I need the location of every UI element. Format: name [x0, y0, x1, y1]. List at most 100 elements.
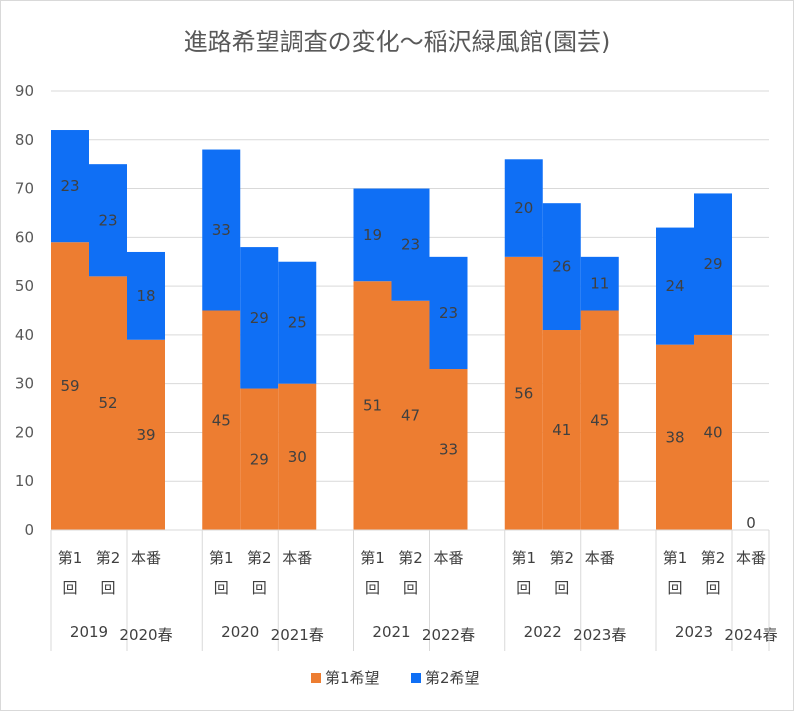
bar-second-choice	[656, 227, 694, 345]
bar-first-choice	[429, 369, 468, 530]
x-year-label: 2019	[70, 623, 108, 641]
data-labels: 59 23 52 23 39 18 45 33 29 29 30 25 51 19 47 23 33 23 56 20…	[60, 177, 755, 532]
y-axis: 0 10 20 30 40 50 60 70 80 90	[15, 82, 34, 539]
legend-label: 第2希望	[425, 669, 480, 687]
x-year-label: 2022	[524, 623, 562, 641]
bar-first-choice	[51, 242, 89, 530]
y-tick-label: 40	[15, 326, 34, 344]
bar-second-choice	[51, 130, 89, 243]
legend-swatch	[311, 673, 321, 683]
data-label-first: 59	[60, 377, 79, 395]
bar-second-choice	[580, 256, 619, 311]
x-category-label: 本番	[131, 549, 161, 567]
bar-second-choice	[278, 261, 317, 384]
bar-second-choice	[202, 149, 241, 311]
x-category-label: 回	[252, 579, 267, 597]
bar-first-choice	[656, 344, 694, 530]
x-year-label: 2020	[221, 623, 259, 641]
x-category-label: 第1	[663, 549, 688, 567]
bar-first-choice	[278, 383, 317, 530]
x-category-label: 第2	[96, 549, 121, 567]
data-label-second: 18	[136, 287, 155, 305]
data-label-second: 23	[439, 304, 458, 322]
data-label-first: 45	[590, 411, 609, 429]
x-category-label: 回	[554, 579, 569, 597]
bar-second-choice	[429, 256, 468, 370]
x-category-label: 第1	[360, 549, 385, 567]
y-tick-label: 30	[15, 375, 34, 393]
data-label-second: 29	[703, 255, 722, 273]
x-year-label: 2023	[675, 623, 713, 641]
data-label-second: 23	[98, 211, 117, 229]
bar-second-choice	[353, 188, 392, 282]
x-spring-label: 2021春	[271, 626, 324, 644]
x-category-label: 本番	[736, 549, 766, 567]
bar-second-choice	[694, 193, 732, 335]
bar-first-choice	[240, 388, 279, 530]
y-tick-label: 70	[15, 180, 34, 198]
x-category-label: 本番	[585, 549, 615, 567]
x-category-label: 第1	[58, 549, 83, 567]
bar-first-choice	[353, 281, 392, 530]
legend-label: 第1希望	[325, 669, 380, 687]
bar-second-choice	[391, 188, 430, 301]
legend-swatch	[411, 673, 421, 683]
bar-first-choice	[89, 276, 127, 530]
data-label-first: 0	[746, 514, 756, 532]
x-category-label: 第2	[701, 549, 726, 567]
legend: 第1希望 第2希望	[311, 669, 480, 687]
y-tick-label: 80	[15, 131, 34, 149]
x-category-label: 第1	[209, 549, 234, 567]
chart-title: 進路希望調査の変化～稲沢緑風館(園芸)	[184, 28, 611, 56]
bar-second-choice	[240, 247, 279, 389]
x-category-label: 第2	[398, 549, 423, 567]
data-label-second: 24	[665, 277, 684, 295]
x-spring-label: 2024春	[724, 626, 777, 644]
x-category-label: 第2	[247, 549, 272, 567]
data-label-second: 33	[212, 221, 231, 239]
y-tick-label: 50	[15, 277, 34, 295]
data-label-first: 39	[136, 426, 155, 444]
data-label-first: 51	[363, 397, 382, 415]
x-spring-label: 2022春	[422, 626, 475, 644]
data-label-second: 26	[552, 258, 571, 276]
bar-first-choice	[391, 300, 430, 530]
data-label-first: 41	[552, 421, 571, 439]
y-tick-label: 20	[15, 423, 34, 441]
x-category-label: 本番	[282, 549, 312, 567]
bar-second-choice	[89, 164, 127, 277]
bar-first-choice	[580, 310, 619, 530]
data-label-first: 29	[250, 450, 269, 468]
data-label-second: 11	[590, 275, 609, 293]
y-tick-label: 10	[15, 472, 34, 490]
data-label-second: 23	[60, 177, 79, 195]
x-category-label: 回	[214, 579, 229, 597]
x-category-label: 本番	[433, 549, 463, 567]
data-label-first: 52	[98, 394, 117, 412]
y-tick-label: 0	[24, 521, 34, 539]
y-tick-label: 60	[15, 228, 34, 246]
data-label-first: 38	[665, 428, 684, 446]
data-label-first: 33	[439, 441, 458, 459]
x-category-label: 回	[403, 579, 418, 597]
x-category-label: 回	[667, 579, 682, 597]
bar-first-choice	[694, 334, 732, 530]
x-year-label: 2021	[372, 623, 410, 641]
x-category-label: 第2	[549, 549, 574, 567]
bar-second-choice	[127, 251, 165, 340]
x-spring-label: 2020春	[119, 626, 172, 644]
data-label-first: 47	[401, 406, 420, 424]
data-label-second: 20	[514, 199, 533, 217]
data-label-second: 19	[363, 226, 382, 244]
x-category-label: 回	[516, 579, 531, 597]
data-label-first: 56	[514, 384, 533, 402]
data-label-first: 40	[703, 423, 722, 441]
bar-first-choice	[542, 330, 581, 530]
data-label-second: 23	[401, 236, 420, 254]
x-category-label: 回	[365, 579, 380, 597]
y-tick-label: 90	[15, 82, 34, 100]
x-category-label: 第1	[511, 549, 536, 567]
x-spring-label: 2023春	[573, 626, 626, 644]
bar-first-choice	[504, 256, 543, 530]
